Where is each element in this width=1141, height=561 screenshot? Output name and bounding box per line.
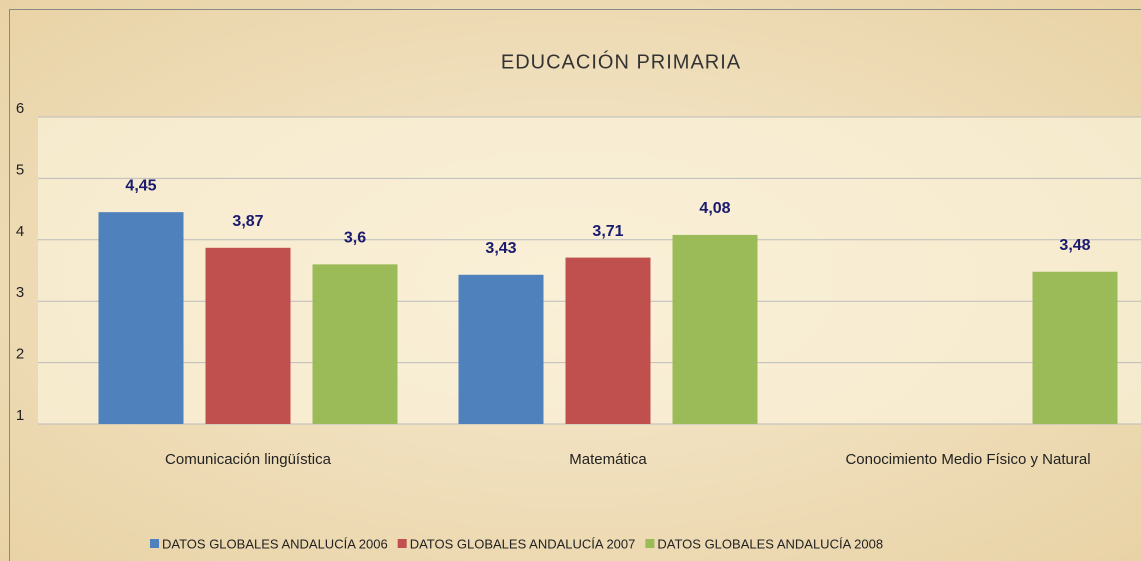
value-label: 3,71 bbox=[592, 223, 623, 240]
x-tick-label: Conocimiento Medio Físico y Natural bbox=[845, 451, 1090, 468]
legend-swatch bbox=[150, 539, 159, 548]
x-tick-label: Comunicación lingüística bbox=[165, 451, 332, 468]
bar bbox=[1032, 271, 1118, 424]
bar bbox=[672, 234, 758, 424]
legend-swatch bbox=[397, 539, 407, 548]
legend-swatch bbox=[645, 539, 655, 548]
value-label: 3,43 bbox=[485, 240, 516, 257]
bar bbox=[205, 247, 291, 424]
chart-title: EDUCACIÓN PRIMARIA bbox=[501, 50, 741, 73]
legend-label: DATOS GLOBALES ANDALUCÍA 2006 bbox=[162, 536, 388, 551]
y-tick-label: 6 bbox=[16, 100, 24, 117]
bar bbox=[312, 264, 398, 424]
value-label: 3,48 bbox=[1059, 237, 1090, 254]
x-tick-label: Matemática bbox=[569, 451, 647, 468]
value-label: 4,45 bbox=[125, 177, 156, 194]
y-tick-label: 4 bbox=[16, 223, 24, 240]
value-label: 4,08 bbox=[699, 200, 730, 217]
y-tick-label: 2 bbox=[16, 346, 24, 363]
bar bbox=[98, 212, 184, 424]
frame bbox=[9, 9, 1141, 561]
value-label: 3,6 bbox=[344, 230, 366, 247]
bar bbox=[458, 274, 544, 424]
y-tick-label: 3 bbox=[16, 284, 24, 301]
y-tick-label: 1 bbox=[16, 407, 24, 424]
y-tick-label: 5 bbox=[16, 161, 24, 178]
bar bbox=[565, 257, 651, 424]
legend-label: DATOS GLOBALES ANDALUCÍA 2007 bbox=[410, 536, 636, 551]
value-label: 3,87 bbox=[232, 213, 263, 230]
legend-label: DATOS GLOBALES ANDALUCÍA 2008 bbox=[657, 536, 883, 551]
